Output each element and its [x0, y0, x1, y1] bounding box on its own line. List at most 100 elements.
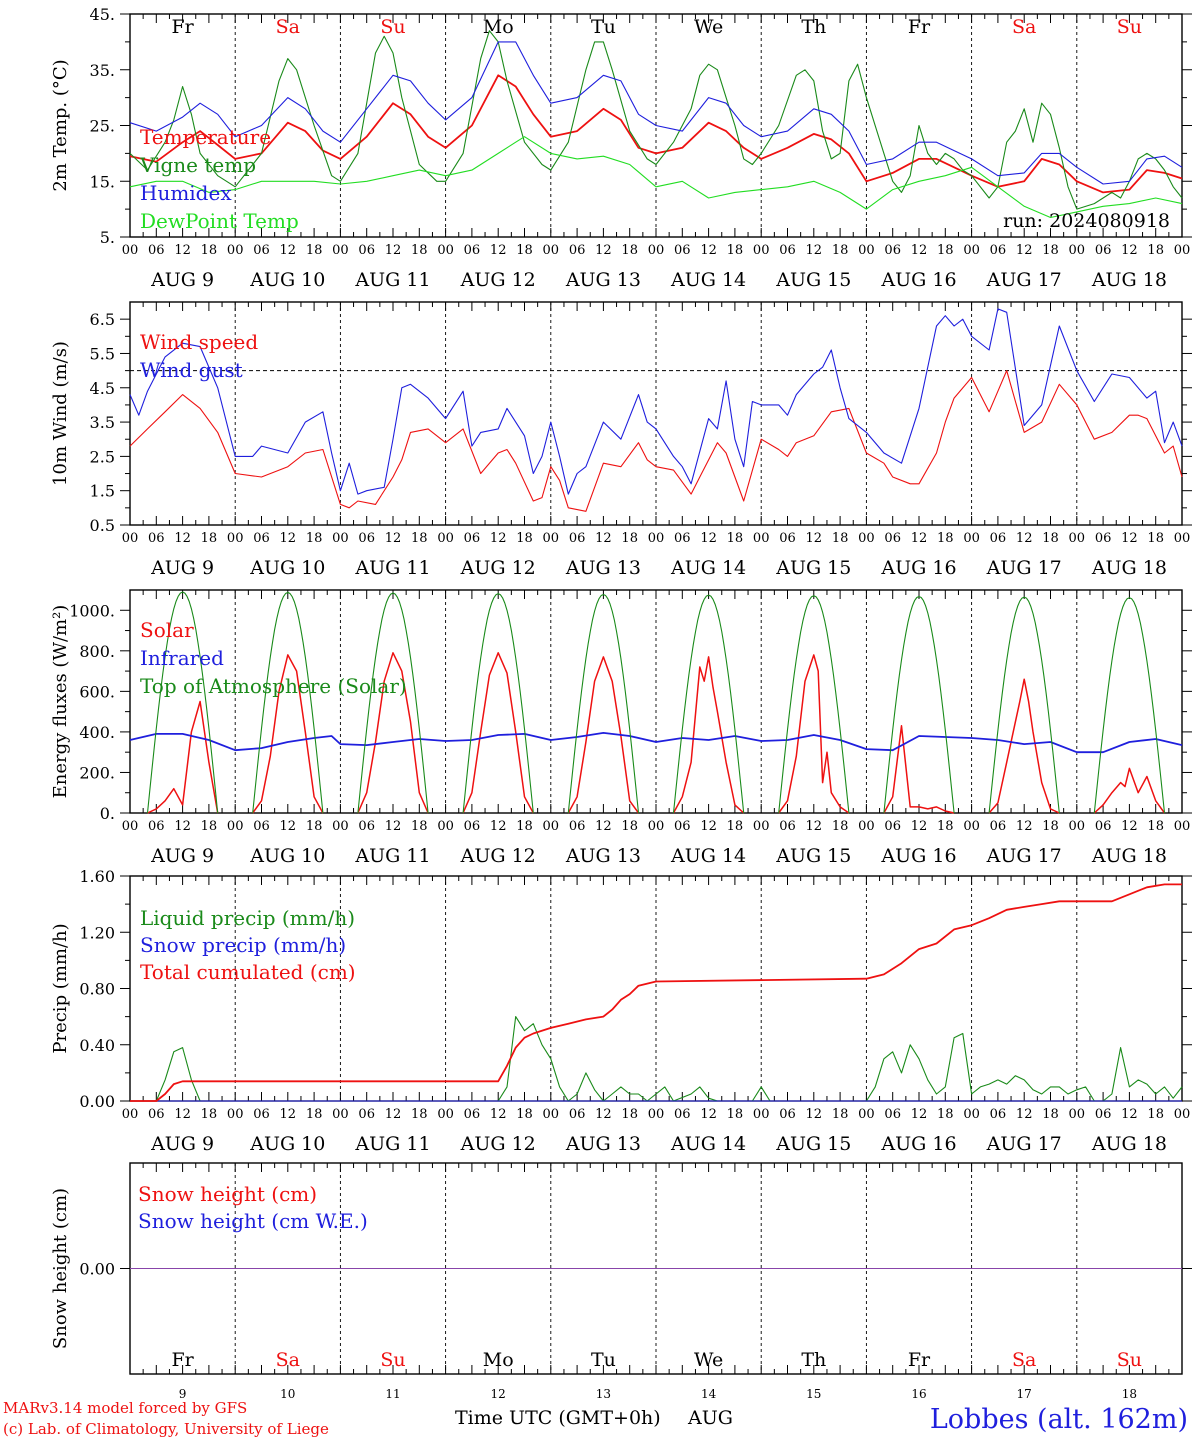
station-name: Lobbes (alt. 162m) [930, 1404, 1188, 1435]
hour-tick-label: 00 [753, 819, 770, 834]
hour-tick-label: 00 [332, 1107, 349, 1122]
series-solar [462, 652, 534, 814]
hour-tick-label: 06 [569, 819, 586, 834]
hour-tick-label: 18 [1042, 243, 1059, 258]
legend-entry: Total cumulated (cm) [140, 960, 356, 984]
hour-tick-label: 18 [516, 819, 533, 834]
date-label: AUG 11 [354, 557, 430, 579]
hour-tick-label: 18 [727, 531, 744, 546]
hour-tick-label: 00 [648, 531, 665, 546]
date-label: AUG 9 [150, 845, 214, 867]
series-top-of-atmosphere-solar [462, 593, 534, 814]
y-tick-label: 5.5 [90, 344, 115, 363]
hour-tick-label: 06 [779, 531, 796, 546]
hour-tick-label: 00 [753, 243, 770, 258]
hour-tick-label: 06 [464, 1107, 481, 1122]
hour-tick-label: 00 [648, 243, 665, 258]
hour-tick-label: 18 [411, 531, 428, 546]
hour-tick-label: 18 [201, 819, 218, 834]
panel-energy: 00 06 12 18 AUG 9 00 06 12 18 AUG 10 00 06 12 18 AUG 1… [50, 589, 1192, 867]
hour-tick-label: 00 [122, 531, 139, 546]
day-of-week-label: We [694, 1349, 723, 1371]
y-tick-label: 1.5 [90, 482, 115, 501]
y-tick-label: 200. [79, 763, 115, 782]
date-label: AUG 17 [986, 269, 1062, 291]
hour-tick-label: 12 [911, 1107, 928, 1122]
date-label: AUG 18 [1091, 557, 1167, 579]
legend-entry: Vigne temp [139, 153, 256, 177]
y-axis-label: Energy fluxes (W/m²) [50, 605, 71, 799]
date-label: AUG 15 [775, 1133, 851, 1155]
hour-tick-label: 18 [411, 1107, 428, 1122]
legend-entry: Liquid precip (mm/h) [140, 906, 355, 930]
date-label: AUG 15 [775, 557, 851, 579]
series-top-of-atmosphere-solar [146, 591, 219, 814]
hour-tick-label: 00 [543, 531, 560, 546]
date-label: AUG 13 [565, 557, 641, 579]
series-top-of-atmosphere-solar [252, 591, 324, 814]
series-total-cumulated-cm [130, 883, 1182, 1102]
hour-tick-label: 12 [806, 819, 823, 834]
date-label: AUG 18 [1091, 269, 1167, 291]
hour-tick-label: 06 [148, 243, 165, 258]
y-tick-label: 2.5 [90, 447, 115, 466]
date-label: AUG 12 [460, 845, 536, 867]
legend-entry: Wind speed [140, 330, 258, 354]
date-label: AUG 16 [880, 557, 956, 579]
hour-tick-label: 12 [1121, 531, 1138, 546]
lab-credit: (c) Lab. of Climatology, University of L… [3, 1420, 329, 1438]
y-tick-label: 0. [100, 804, 115, 823]
y-tick-label: 0.40 [79, 1036, 115, 1055]
hour-tick-label: 06 [990, 1107, 1007, 1122]
legend-entry: Wind gust [140, 358, 243, 382]
hour-tick-label: 18 [1042, 819, 1059, 834]
hour-tick-label: 18 [1147, 531, 1164, 546]
hour-tick-label: 18 [1147, 819, 1164, 834]
hour-tick-label: 06 [358, 1107, 375, 1122]
hour-tick-label: 06 [884, 531, 901, 546]
series-humidex [129, 41, 1183, 185]
hour-tick-label: 12 [1121, 819, 1138, 834]
y-tick-label: 35. [90, 61, 115, 80]
date-label: AUG 12 [460, 557, 536, 579]
day-of-week-label: Fr [171, 16, 194, 38]
series-top-of-atmosphere-solar [357, 592, 429, 814]
x-axis-label: Time UTC (GMT+0h) [455, 1407, 661, 1429]
date-label: AUG 11 [354, 269, 430, 291]
day-of-week-label: Su [1117, 16, 1142, 38]
day-of-week-label: Mo [483, 1349, 514, 1371]
hour-tick-label: 18 [516, 1107, 533, 1122]
hour-tick-label: 06 [990, 243, 1007, 258]
hour-tick-label: 06 [569, 531, 586, 546]
date-label: AUG 10 [249, 269, 325, 291]
date-label: AUG 16 [880, 269, 956, 291]
date-label: AUG 9 [150, 269, 214, 291]
hour-tick-label: 12 [490, 531, 507, 546]
day-of-week-label: Su [380, 16, 405, 38]
hour-tick-label: 00 [1174, 819, 1191, 834]
hour-tick-label: 12 [1121, 243, 1138, 258]
hour-tick-label: 12 [1016, 819, 1033, 834]
hour-tick-label: 12 [700, 243, 717, 258]
day-of-week-label: Sa [276, 16, 300, 38]
hour-tick-label: 12 [280, 243, 297, 258]
date-label: AUG 17 [986, 1133, 1062, 1155]
y-tick-label: 800. [79, 642, 115, 661]
series-solar [357, 652, 429, 814]
panel-frame [129, 301, 1183, 526]
model-credit: MARv3.14 model forced by GFS [3, 1399, 247, 1417]
y-tick-label: 45. [90, 5, 115, 24]
y-tick-label: 5. [100, 228, 115, 247]
hour-tick-label: 00 [1174, 243, 1191, 258]
hour-tick-label: 18 [621, 243, 638, 258]
day-of-week-label: Th [801, 1349, 826, 1371]
date-label: AUG 18 [1091, 1133, 1167, 1155]
y-tick-label: 3.5 [90, 413, 115, 432]
day-number-label: 16 [911, 1387, 926, 1401]
hour-tick-label: 12 [911, 819, 928, 834]
hour-tick-label: 00 [1174, 531, 1191, 546]
hour-tick-label: 18 [306, 1107, 323, 1122]
hour-tick-label: 06 [674, 819, 691, 834]
panels-layer: 00 06 12 18 AUG 9 00 06 12 18 AUG 10 00 06 12 18 AUG 1… [50, 5, 1192, 1401]
